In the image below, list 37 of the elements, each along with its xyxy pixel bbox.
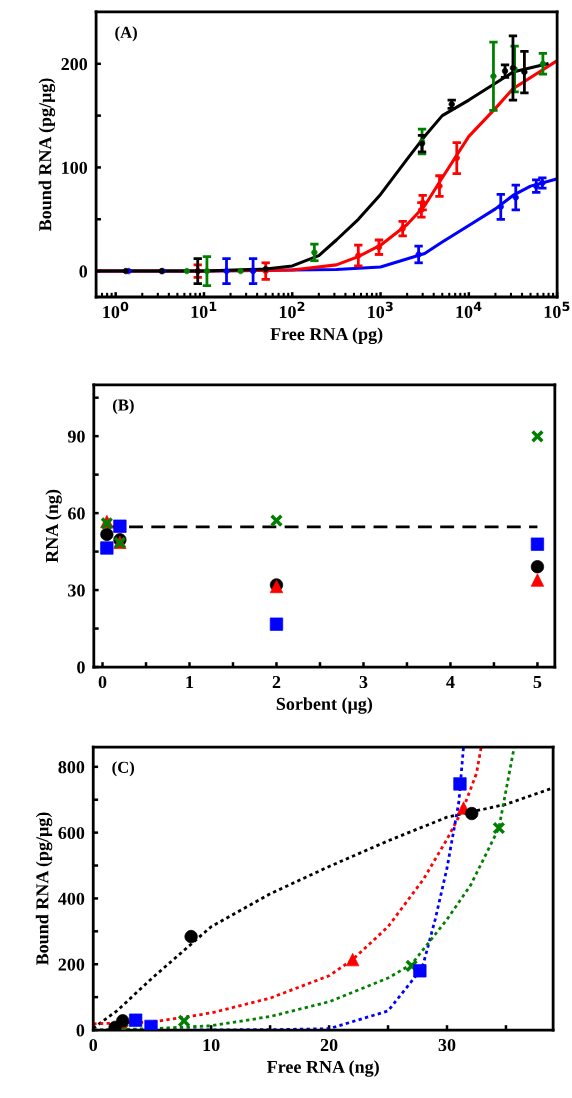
x-axis-title: Sorbent (μg): [276, 697, 373, 714]
y-axis-title: RNA (ng): [45, 489, 62, 563]
y-axis-title: Bound RNA (pg/μg): [38, 78, 56, 232]
x-tick-label: 10: [203, 1038, 220, 1052]
x-tick-label: 0: [89, 1038, 98, 1052]
y-tick-label: 30: [68, 584, 85, 597]
annotation: (A): [115, 26, 137, 42]
y-tick-label: 100: [62, 161, 88, 174]
x-axis-title: Free RNA (pg): [270, 327, 383, 345]
x-tick-label: 4: [446, 676, 455, 688]
y-tick-label: 0: [79, 265, 88, 278]
y-tick-label: 0: [76, 1024, 85, 1037]
x-tick-label: 20: [320, 1038, 338, 1052]
x-tick-label: 10$^{3}$: [368, 301, 393, 319]
annotation: (C): [112, 761, 135, 777]
x-axis-title: Free RNA (ng): [266, 1060, 379, 1077]
x-tick-label: 1: [186, 675, 194, 688]
x-tick-label: 10$^{0}$: [103, 301, 129, 319]
x-tick-label: 10$^{2}$: [279, 301, 305, 319]
x-tick-label: 5: [533, 676, 542, 689]
y-tick-label: 200: [61, 58, 88, 71]
x-tick-label: 0: [98, 675, 107, 689]
x-tick-label: 10$^{5}$: [544, 301, 570, 318]
x-tick-label: 10$^{1}$: [191, 301, 217, 318]
y-tick-label: 400: [58, 892, 85, 905]
x-tick-label: 2: [272, 675, 281, 688]
y-axis-title: Bound RNA (pg/μg): [35, 812, 53, 966]
y-tick-label: 600: [58, 826, 85, 840]
annotation: (B): [112, 398, 134, 415]
x-tick-label: 30: [438, 1038, 456, 1052]
y-tick-label: 0: [77, 661, 85, 674]
x-tick-label: 3: [359, 675, 368, 689]
y-tick-label: 200: [58, 958, 85, 971]
y-tick-label: 60: [68, 507, 85, 520]
y-tick-label: 90: [67, 430, 85, 443]
y-tick-label: 800: [58, 761, 85, 774]
x-tick-label: 10$^{4}$: [456, 301, 482, 318]
